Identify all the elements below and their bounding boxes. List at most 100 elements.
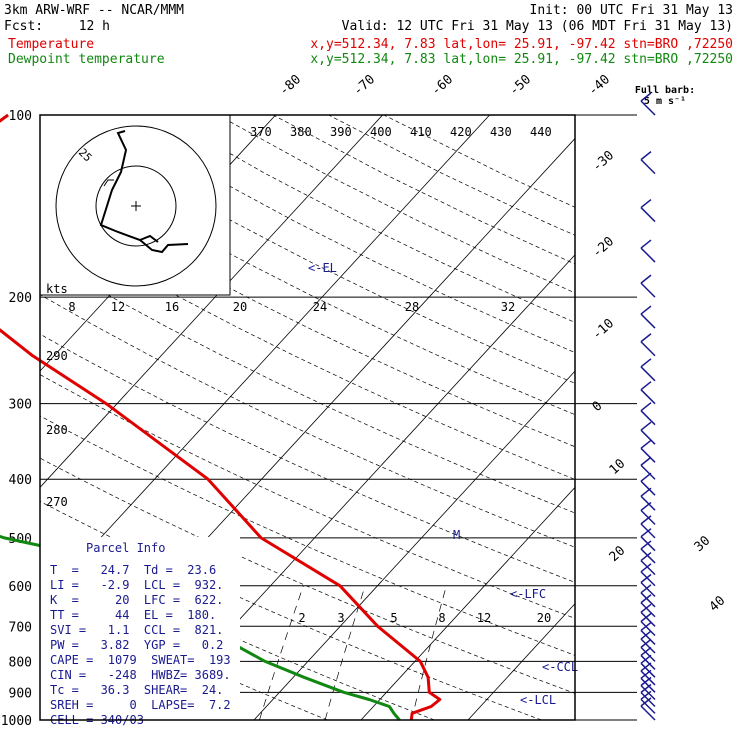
wind-barb-feather (640, 333, 652, 343)
pressure-tick-label: 700 (9, 620, 32, 635)
theta-label: 280 (46, 423, 68, 437)
wind-barb-feather (640, 198, 652, 209)
wind-barb (640, 612, 656, 637)
isotherm-line (40, 115, 383, 488)
fcst-value: 12 h (79, 19, 110, 34)
hodograph-inset: 25 kts (39, 114, 231, 296)
parcel-info-row: SVI = 1.1 CCL = 821. (50, 623, 223, 637)
wind-barb-feather (640, 472, 652, 482)
wind-barb (640, 472, 656, 496)
wind-barb-feather (640, 630, 652, 640)
wind-barb (640, 151, 656, 175)
dry-adiabat-line (40, 374, 575, 619)
parcel-info-row: SREH = 0 LAPSE= 7.2 (50, 698, 231, 712)
hodograph-speed-labels: 8 12 16 20 24 28 32 (68, 300, 515, 314)
wind-barb-shaft (640, 629, 656, 645)
hodograph-ring-outer (55, 125, 217, 287)
hodograph-frame (39, 114, 231, 296)
wind-barb-feather (640, 358, 652, 368)
wind-barb-shaft (640, 571, 656, 587)
hodograph-units: kts (46, 282, 68, 296)
barb-key-line2: 5 m s⁻¹ (644, 96, 686, 107)
dewpoint-legend-info: x,y=512.34, 7.83 lat,lon= 25.91, -97.42 … (310, 52, 733, 67)
parcel-info-box: Parcel Info T = 24.7 Td = 23.6LI = -2.9 … (40, 537, 240, 727)
wind-barb-feather (640, 603, 652, 613)
mixing-ratio-label: 2 (298, 611, 305, 625)
mixing-ratio-label: 5 (390, 611, 397, 625)
wind-barb (640, 456, 656, 480)
wind-barb-shaft (640, 480, 656, 496)
isotherm-line (40, 115, 490, 605)
isotherm-label: -60 (429, 72, 456, 99)
dry-adiabat-line (328, 115, 575, 236)
wind-barb-feather (640, 662, 652, 672)
isotherm-line (253, 370, 575, 720)
wind-barb (640, 92, 656, 116)
dewpoint-legend-label: Dewpoint temperature (8, 52, 165, 67)
wind-barb (640, 630, 656, 654)
hodograph-storm-motion-arrow (103, 179, 114, 187)
wind-barb (640, 621, 656, 645)
theta-e-label: 380 (290, 125, 312, 139)
wind-barb-feather (640, 612, 652, 623)
wind-barb (640, 563, 656, 587)
wind-barb-feather (640, 621, 652, 631)
wind-barb-shaft (640, 592, 656, 608)
wind-barb-feather (640, 697, 652, 707)
wind-barb-feather (640, 573, 652, 584)
isotherm-line (574, 719, 575, 720)
lfc-marker: <-LFC (510, 587, 546, 601)
isotherm-label: 40 (707, 593, 729, 615)
wind-barb (640, 573, 656, 598)
pressure-tick-label: 300 (9, 398, 32, 413)
wind-barb-shaft (640, 611, 656, 627)
temperature-legend-info: x,y=512.34, 7.83 lat,lon= 25.91, -97.42 … (310, 37, 733, 52)
wind-barb-shaft (640, 389, 656, 405)
hodograph-speed-label: 20 (233, 300, 247, 314)
wind-barb-feather (640, 487, 652, 497)
plot-frame (39, 114, 576, 721)
wind-barb-feather (640, 305, 652, 315)
wind-barb-shaft (640, 464, 656, 480)
parcel-info-row: PW = 3.82 YGP = 0.2 (50, 638, 223, 652)
wind-barb-feather (640, 669, 652, 679)
wind-barb-feather (640, 552, 652, 562)
wind-barb-feather (640, 540, 652, 550)
wind-barb (640, 274, 656, 298)
wind-barb (640, 552, 656, 576)
wind-barb (640, 487, 656, 511)
wind-barb-feather (640, 683, 652, 694)
theta-e-label: 370 (250, 125, 272, 139)
wind-barb-feather (640, 515, 652, 525)
parcel-info-row: CIN = -248 HWBZ= 3689. (50, 668, 231, 682)
mixing-ratio-label: 12 (477, 611, 491, 625)
wind-barb (640, 654, 656, 678)
wind-barb-feather (640, 676, 652, 687)
model-title: 3km ARW-WRF -- NCAR/MMM (4, 3, 184, 18)
wind-barb-feather (640, 584, 652, 594)
wind-barb-feather (640, 439, 652, 449)
wind-barb-feather (640, 690, 652, 700)
dry-adiabat-line (40, 179, 575, 448)
wind-barb (640, 690, 656, 714)
wind-barb-shaft (640, 638, 656, 654)
theta-e-label: 400 (370, 125, 392, 139)
wind-barb (640, 358, 656, 382)
wind-barb-shaft (640, 646, 656, 662)
pressure-tick-label: 600 (9, 580, 32, 595)
wind-barb-shaft (640, 429, 656, 445)
wind-barb-shaft (640, 560, 656, 576)
wind-barb (640, 638, 656, 662)
ccl-marker: <-CCL (542, 660, 578, 674)
isotherm-label: -70 (351, 72, 378, 99)
wind-barb (640, 439, 656, 463)
parcel-info-row: K = 20 LFC = 622. (50, 593, 223, 607)
isotherm-label: -20 (590, 234, 617, 261)
wind-barb-feather (640, 654, 652, 664)
parcel-info-row: T = 24.7 Td = 23.6 (50, 563, 216, 577)
wind-barb (640, 662, 656, 686)
mixing-ratio-label: 8 (438, 611, 445, 625)
wind-barb-shaft (640, 662, 656, 678)
hodograph-trace (99, 130, 189, 254)
wind-barb-shaft (640, 705, 656, 721)
